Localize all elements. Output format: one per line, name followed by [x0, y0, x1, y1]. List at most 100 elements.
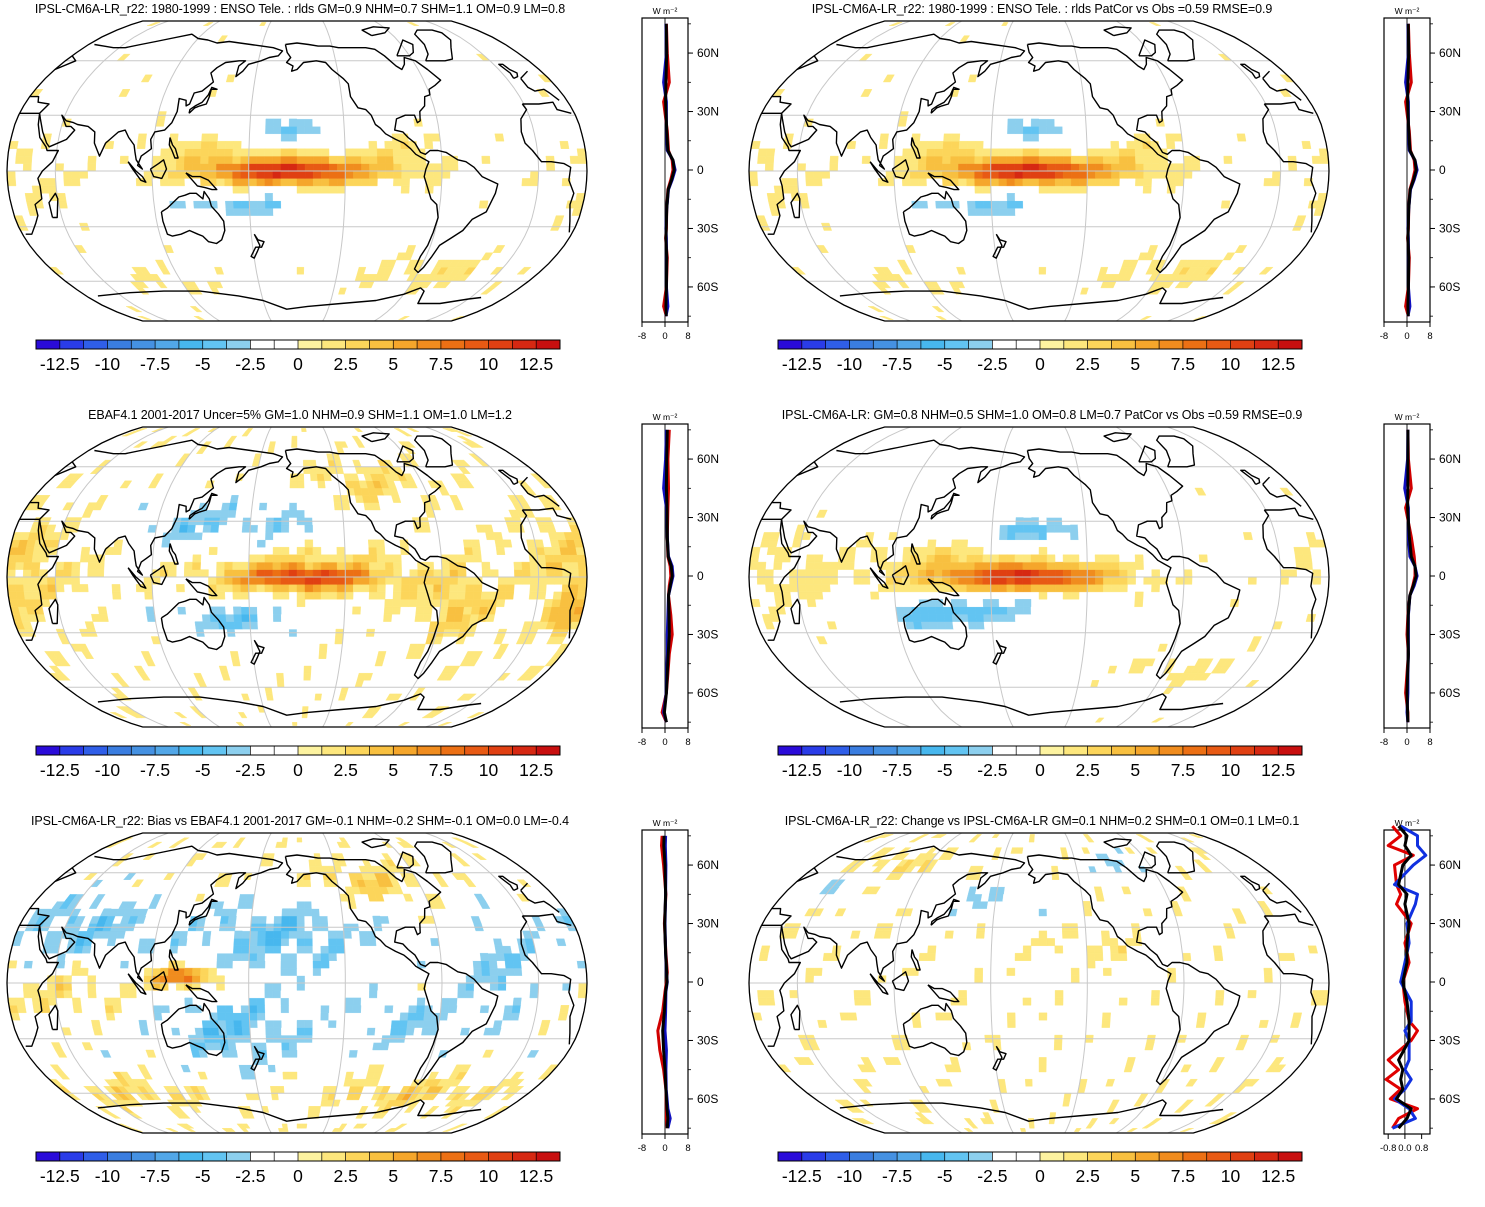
colorbar-bin	[1159, 746, 1183, 755]
colorbar-bin	[250, 746, 274, 755]
colorbar-label: -12.5	[782, 354, 822, 374]
colorbar-label: -12.5	[40, 354, 80, 374]
colorbar-bin	[274, 746, 298, 755]
colorbar-bin	[393, 1152, 417, 1161]
x-tick-label: -8	[1380, 737, 1388, 748]
colorbar-bin	[992, 746, 1016, 755]
colorbar-label: 7.5	[429, 1166, 453, 1186]
colorbar-label: 0	[1035, 354, 1045, 374]
colorbar-bin	[489, 1152, 513, 1161]
colorbar-label: 2.5	[333, 760, 357, 780]
colorbar-label: 5	[1130, 354, 1140, 374]
colorbar-bin	[84, 1152, 108, 1161]
colorbar-label: -5	[937, 760, 953, 780]
colorbar-label: -7.5	[140, 760, 170, 780]
colorbar-bin	[1064, 1152, 1088, 1161]
colorbar-label: -7.5	[882, 760, 912, 780]
colorbar-bin	[897, 1152, 921, 1161]
colorbar-label: -2.5	[977, 760, 1007, 780]
colorbar-label: 10	[479, 354, 499, 374]
colorbar-label: 2.5	[333, 354, 357, 374]
colorbar-label: 10	[1221, 760, 1241, 780]
colorbar-bin	[1183, 1152, 1207, 1161]
colorbar-label: -5	[195, 760, 211, 780]
colorbar-bin	[1207, 1152, 1231, 1161]
colorbar-label: 5	[388, 760, 398, 780]
colorbar-bin	[1254, 340, 1278, 349]
lat-tick-label: 60S	[1439, 686, 1460, 700]
colorbar-bin	[1088, 746, 1112, 755]
colorbar-label: 5	[1130, 1166, 1140, 1186]
colorbar-bin	[1040, 746, 1064, 755]
lat-tick-label: 30S	[1439, 221, 1460, 235]
colorbar-bin	[489, 746, 513, 755]
colorbar-bin	[1278, 746, 1302, 755]
colorbar-bin	[897, 340, 921, 349]
colorbar-label: -5	[195, 1166, 211, 1186]
colorbar-bin	[1135, 340, 1159, 349]
colorbar-bin	[873, 746, 897, 755]
colorbar-bin	[155, 1152, 179, 1161]
colorbar-label: -10	[837, 1166, 863, 1186]
colorbar-bin	[1064, 746, 1088, 755]
lat-tick-label: 0	[1439, 163, 1446, 177]
colorbar-label: -10	[837, 354, 863, 374]
colorbar-bin	[346, 340, 370, 349]
x-tick-label: 0.0	[1398, 1143, 1411, 1154]
colorbar-bin	[969, 1152, 993, 1161]
colorbar-label: 5	[388, 1166, 398, 1186]
colorbar-bin	[1231, 746, 1255, 755]
panel-model-patcor: IPSL-CM6A-LR_r22: 1980-1999 : ENSO Tele.…	[742, 0, 1484, 395]
colorbar-bin	[969, 340, 993, 349]
panel-model-ensemble: IPSL-CM6A-LR: GM=0.8 NHM=0.5 SHM=1.0 OM=…	[742, 406, 1484, 801]
colorbar-bin	[203, 1152, 227, 1161]
colorbar-bin	[322, 1152, 346, 1161]
colorbar-bin	[60, 340, 84, 349]
x-tick-label: 0	[662, 331, 667, 342]
colorbar-bin	[465, 1152, 489, 1161]
colorbar-bin	[1254, 746, 1278, 755]
colorbar-label: 0	[293, 354, 303, 374]
colorbar-label: -10	[95, 354, 121, 374]
colorbar-bin	[921, 340, 945, 349]
lat-tick-label: 60N	[697, 858, 719, 872]
colorbar-bin	[1016, 1152, 1040, 1161]
colorbar-bin	[203, 340, 227, 349]
colorbar-label: -2.5	[977, 354, 1007, 374]
colorbar-bin	[298, 746, 322, 755]
lat-tick-label: 30S	[1439, 627, 1460, 641]
colorbar-bin	[536, 1152, 560, 1161]
colorbar-label: -2.5	[977, 1166, 1007, 1186]
lat-tick-label: 0	[697, 975, 704, 989]
panel-change: IPSL-CM6A-LR_r22: Change vs IPSL-CM6A-LR…	[742, 812, 1484, 1207]
colorbar-bin	[1159, 340, 1183, 349]
colorbar-bin	[417, 746, 441, 755]
colorbar-label: -12.5	[40, 760, 80, 780]
colorbar-bin	[441, 340, 465, 349]
colorbar-bin	[945, 746, 969, 755]
colorbar-bin	[274, 340, 298, 349]
colorbar-bin	[873, 340, 897, 349]
lat-tick-label: 60N	[1439, 452, 1461, 466]
colorbar-label: 5	[388, 354, 398, 374]
profile-unit-label: W m⁻²	[653, 412, 678, 422]
colorbar-bin	[1278, 340, 1302, 349]
colorbar-bin	[826, 1152, 850, 1161]
colorbar-label: 2.5	[1075, 354, 1099, 374]
colorbar-bin	[393, 746, 417, 755]
colorbar-bin	[826, 746, 850, 755]
colorbar-bin	[84, 340, 108, 349]
colorbar-bin	[1183, 340, 1207, 349]
lat-tick-label: 60S	[1439, 280, 1460, 294]
colorbar-label: 2.5	[1075, 1166, 1099, 1186]
colorbar-bin	[417, 340, 441, 349]
colorbar-bin	[107, 1152, 131, 1161]
colorbar-label: 12.5	[1261, 354, 1295, 374]
colorbar-bin	[802, 340, 826, 349]
lat-tick-label: 0	[1439, 569, 1446, 583]
colorbar-bin	[155, 340, 179, 349]
colorbar-label: 0	[293, 760, 303, 780]
